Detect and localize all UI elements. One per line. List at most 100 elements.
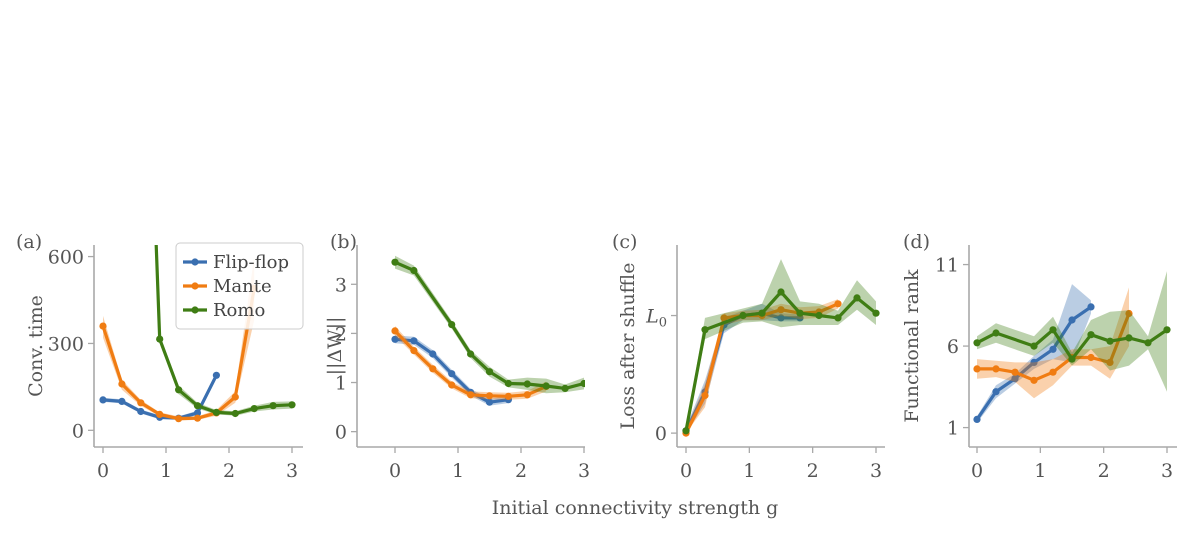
point-mante <box>429 365 437 373</box>
plot-area <box>973 271 1171 423</box>
point-mante <box>523 391 531 399</box>
band-romo <box>686 259 876 434</box>
point-romo <box>973 339 981 347</box>
point-mante <box>391 327 399 335</box>
point-romo <box>796 309 804 317</box>
point-romo <box>150 166 157 173</box>
point-mante <box>231 393 239 401</box>
y-tick-label: 6 <box>947 336 959 358</box>
line-romo <box>394 260 585 390</box>
panel-a: 0 1 2 3 0 300 600 Conv. time (a) <box>16 166 303 482</box>
x-tick-label: 2 <box>807 460 819 482</box>
point-flip-flop <box>1049 345 1057 353</box>
point-flip-flop <box>1068 316 1076 324</box>
legend-label-mante: Mante <box>213 276 272 297</box>
point-romo <box>193 402 202 410</box>
point-romo <box>758 309 766 317</box>
point-flip-flop <box>391 335 399 343</box>
point-mante <box>1049 368 1057 376</box>
legend: Flip-flop Mante Romo <box>175 242 304 330</box>
point-flip-flop <box>777 314 785 322</box>
legend-marker-romo <box>191 306 199 314</box>
legend-marker-mante <box>191 282 199 290</box>
point-romo <box>485 368 494 376</box>
point-mante <box>1011 368 1019 376</box>
x-tick-label: 3 <box>286 460 298 482</box>
legend-box <box>175 242 304 330</box>
point-romo <box>580 379 585 388</box>
y-tick-label: L0 <box>645 306 667 331</box>
point-mante <box>1087 353 1095 362</box>
point-romo <box>872 309 880 317</box>
point-romo <box>1106 337 1114 345</box>
legend-label-flip-flop: Flip-flop <box>213 252 289 273</box>
band-mante <box>686 299 838 434</box>
x-tick-label: 1 <box>160 460 172 482</box>
point-romo <box>815 311 823 320</box>
point-flip-flop <box>973 415 981 423</box>
y-axis-label: ||ΔW|| <box>324 317 346 376</box>
point-romo <box>1144 339 1152 347</box>
point-romo <box>523 380 531 388</box>
point-flip-flop <box>410 337 418 345</box>
point-romo <box>467 350 475 358</box>
point-romo <box>231 409 239 418</box>
point-romo <box>777 288 785 296</box>
x-tick-label: 3 <box>870 460 882 482</box>
point-mante <box>720 314 728 322</box>
point-mante <box>485 392 494 400</box>
point-flip-flop <box>99 396 107 404</box>
line-romo <box>684 290 878 432</box>
point-mante <box>777 306 785 314</box>
point-mante <box>467 391 475 399</box>
x-tick-label: 2 <box>1098 460 1110 482</box>
point-mante <box>1106 358 1114 366</box>
point-mante <box>99 322 107 330</box>
y-tick-label: 1 <box>335 373 347 395</box>
point-mante <box>834 300 842 308</box>
point-romo <box>1049 326 1057 334</box>
panel-b: 0 1 2 3 0 1 2 3 ||ΔW|| (b) <box>324 231 590 482</box>
point-romo <box>682 427 690 435</box>
point-romo <box>739 311 747 320</box>
line-romo <box>976 328 1168 361</box>
point-mante <box>992 365 1000 373</box>
point-mante <box>504 392 512 400</box>
band-romo <box>977 271 1167 392</box>
point-flip-flop <box>193 409 202 417</box>
x-tick-label: 2 <box>223 460 235 482</box>
point-mante <box>175 415 183 423</box>
y-tick-label: 1 <box>947 418 959 440</box>
point-mante <box>118 380 126 388</box>
x-tick-label: 3 <box>578 460 590 482</box>
y-tick-label: 11 <box>935 255 959 277</box>
point-romo <box>561 384 569 392</box>
x-tick-label: 1 <box>743 460 755 482</box>
legend-label-romo: Romo <box>213 300 265 321</box>
x-tick-label: 1 <box>452 460 464 482</box>
x-tick-label: 0 <box>97 460 109 482</box>
point-flip-flop <box>212 371 220 379</box>
x-tick-label: 2 <box>515 460 527 482</box>
point-romo <box>834 314 842 322</box>
plot-area <box>391 255 585 406</box>
panel-label: (a) <box>16 231 42 253</box>
x-tick-label: 0 <box>971 460 983 482</box>
point-romo <box>156 335 164 343</box>
plot-area <box>682 259 880 437</box>
band-flip-flop <box>977 284 1091 423</box>
point-flip-flop <box>485 398 494 406</box>
panel-label: (d) <box>903 231 930 253</box>
point-romo <box>212 408 220 416</box>
y-tick-label: 0 <box>72 420 84 442</box>
point-mante <box>701 391 709 400</box>
point-romo <box>410 266 418 275</box>
point-romo <box>542 382 550 390</box>
y-tick-label: 0 <box>655 423 667 445</box>
point-romo <box>288 401 296 409</box>
point-romo <box>701 326 709 334</box>
point-flip-flop <box>118 397 126 405</box>
point-romo <box>1163 326 1171 334</box>
point-mante <box>1030 376 1038 384</box>
